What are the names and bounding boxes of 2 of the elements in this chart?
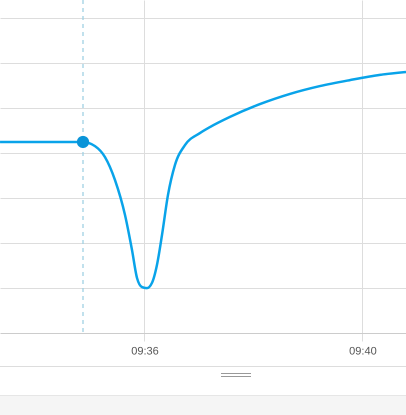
x-tick-label: 09:36 — [131, 346, 159, 358]
x-tick-label: 09:40 — [349, 346, 377, 358]
